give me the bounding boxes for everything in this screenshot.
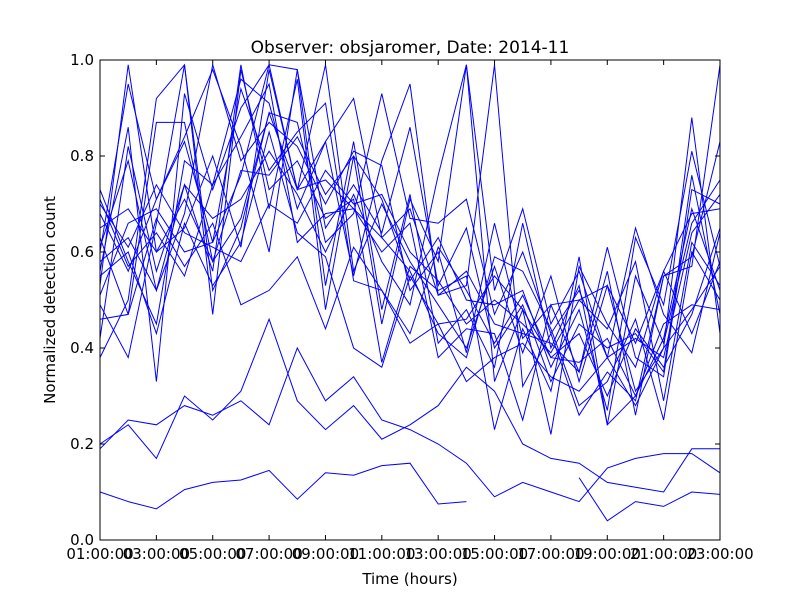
series-line-7	[99, 64, 721, 430]
series-layer	[99, 63, 721, 522]
series-line-12	[99, 135, 721, 411]
series-line-16	[99, 64, 721, 401]
series-line-19	[99, 64, 721, 425]
x-tick-label: 15:00:00	[461, 545, 528, 563]
series-line-1	[99, 462, 721, 522]
x-tick-label: 05:00:00	[179, 545, 246, 563]
x-tick-label: 11:00:00	[348, 545, 415, 563]
x-tick-label: 23:00:00	[686, 545, 753, 563]
series-line-20	[99, 169, 721, 354]
series-line-14	[99, 64, 721, 359]
x-axis-label: Time (hours)	[361, 570, 457, 588]
x-tick-label: 07:00:00	[235, 545, 302, 563]
y-tick-label: 0.4	[70, 339, 94, 357]
series-line-17	[99, 63, 721, 417]
chart-title: Observer: obsjaromer, Date: 2014-11	[251, 38, 570, 58]
series-line-4	[99, 217, 721, 398]
y-tick-label: 0.2	[70, 435, 94, 453]
x-tick-label: 21:00:00	[630, 545, 697, 563]
series-line-18	[99, 63, 721, 360]
x-tick-label: 03:00:00	[123, 545, 190, 563]
x-tick-label: 17:00:00	[517, 545, 584, 563]
x-tick-label: 13:00:00	[404, 545, 471, 563]
y-tick-label: 0.0	[70, 531, 94, 549]
y-tick-label: 1.0	[70, 51, 94, 69]
y-axis-label: Normalized detection count	[41, 196, 59, 404]
y-tick-label: 0.8	[70, 147, 94, 165]
plot-frame	[99, 59, 721, 541]
x-tick-label: 19:00:00	[574, 545, 641, 563]
x-tick-label: 09:00:00	[292, 545, 359, 563]
series-line-13	[99, 68, 721, 383]
series-line-15	[99, 78, 721, 416]
y-tick-label: 0.6	[70, 243, 94, 261]
x-tick-label: 01:00:00	[66, 545, 133, 563]
series-line-3	[99, 317, 720, 493]
tick-layer: 0.0 0.2 0.4 0.6 0.8 1.0 01:00:0003:00:0005:00:…	[66, 51, 753, 563]
